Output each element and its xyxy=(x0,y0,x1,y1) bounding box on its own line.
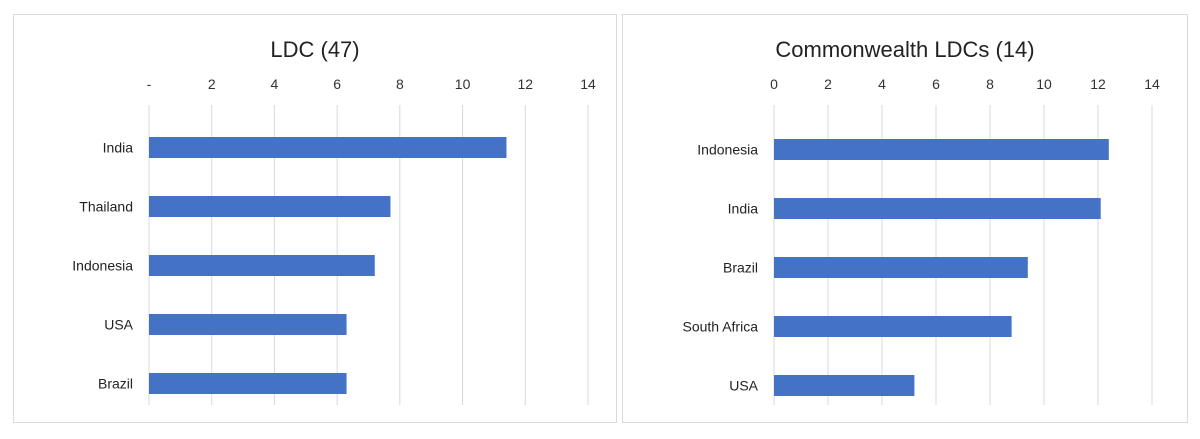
category-label: Indonesia xyxy=(697,142,758,158)
category-label: India xyxy=(103,140,134,156)
category-label: Thailand xyxy=(79,199,133,215)
x-tick-label: 8 xyxy=(986,76,994,92)
x-tick-label: 6 xyxy=(932,76,940,92)
x-tick-label: 14 xyxy=(580,76,596,92)
category-label: India xyxy=(728,201,759,217)
bar-brazil xyxy=(774,257,1028,278)
x-tick-label: - xyxy=(147,76,152,92)
bar-india xyxy=(149,137,507,158)
x-tick-label: 14 xyxy=(1144,76,1160,92)
category-label: Brazil xyxy=(723,260,758,276)
x-tick-label: 8 xyxy=(396,76,404,92)
bar-india xyxy=(774,198,1101,219)
bar-south-africa xyxy=(774,316,1012,337)
x-tick-label: 0 xyxy=(770,76,778,92)
category-label: USA xyxy=(104,317,133,333)
x-tick-label: 4 xyxy=(878,76,886,92)
category-label: Brazil xyxy=(98,376,133,392)
x-tick-label: 4 xyxy=(271,76,279,92)
x-tick-label: 2 xyxy=(824,76,832,92)
bar-brazil xyxy=(149,373,347,394)
chart-title: Commonwealth LDCs (14) xyxy=(775,37,1035,62)
bar-usa xyxy=(149,314,347,335)
category-label: Indonesia xyxy=(72,258,133,274)
x-tick-label: 12 xyxy=(517,76,533,92)
x-tick-label: 6 xyxy=(333,76,341,92)
x-tick-label: 12 xyxy=(1090,76,1106,92)
bar-chart-commonwealth-ldcs: 0 2 4 6 8 10 12 14 Indonesia India Brazil South Afr… xyxy=(683,76,1160,405)
x-tick-label: 10 xyxy=(455,76,471,92)
category-label: USA xyxy=(729,378,758,394)
x-tick-label: 2 xyxy=(208,76,216,92)
bar-thailand xyxy=(149,196,391,217)
x-tick-label: 10 xyxy=(1036,76,1052,92)
bar-usa xyxy=(774,375,915,396)
category-label: South Africa xyxy=(683,319,759,335)
chart-panel-commonwealth-ldcs: Commonwealth LDCs (14) 0 2 4 6 8 10 12 14 Indone… xyxy=(622,14,1188,423)
bar-indonesia xyxy=(774,139,1109,160)
bar-chart-ldc: - 2 4 6 8 10 12 14 India Thailand Indonesia USA Braz… xyxy=(72,76,596,405)
chart-title: LDC (47) xyxy=(270,37,360,62)
bar-indonesia xyxy=(149,255,375,276)
chart-panel-ldc: LDC (47) - 2 4 6 8 10 12 14 India Thailand Indones… xyxy=(13,14,617,423)
